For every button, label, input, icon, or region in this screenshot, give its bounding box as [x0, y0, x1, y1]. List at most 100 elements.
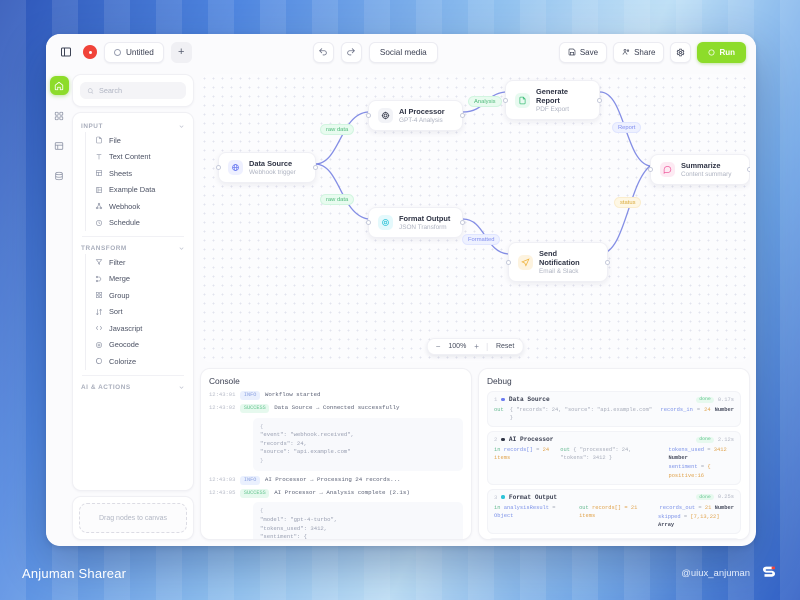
record-icon[interactable] — [83, 45, 97, 59]
top-bar: Untitled + Social media Save Share — [46, 34, 756, 70]
node-port-out[interactable] — [460, 113, 465, 118]
debug-step-name: Format Output — [508, 493, 558, 501]
debug-step-dot — [501, 437, 505, 442]
node-item-text-content[interactable]: Text Content — [88, 149, 186, 166]
node-port-out[interactable] — [747, 167, 750, 172]
debug-step-format-output[interactable]: 3 Format Output done 0.25s in analysisRe… — [487, 488, 741, 534]
node-subtitle: JSON Transform — [399, 224, 447, 231]
node-item-label: Merge — [109, 274, 130, 284]
node-port-in[interactable] — [506, 259, 511, 265]
node-item-example-data[interactable]: Example Data — [88, 182, 186, 199]
rail-item-database[interactable] — [50, 166, 69, 185]
canvas-node-ai-processor[interactable]: AI Processor GPT-4 Analysis — [366, 100, 465, 131]
debug-var-value: 21 — [704, 504, 712, 511]
group-header-ai-actions[interactable]: AI & ACTIONS — [80, 381, 186, 393]
node-item-file[interactable]: File — [88, 132, 186, 149]
node-item-webhook[interactable]: Webhook — [88, 198, 186, 215]
left-panel: INPUT File Text Content Sheets — [72, 70, 200, 546]
node-item-sheets[interactable]: Sheets — [88, 165, 186, 182]
canvas-node-summarize[interactable]: Summarize Content summary — [648, 154, 750, 185]
node-item-filter[interactable]: Filter — [88, 254, 186, 271]
run-button[interactable]: Run — [697, 41, 746, 63]
gear-icon[interactable] — [670, 41, 692, 63]
json-line: "source": "api.example.com" — [260, 448, 351, 456]
save-label: Save — [579, 47, 599, 57]
sheets-icon — [96, 170, 102, 177]
zoom-reset-button[interactable]: Reset — [495, 343, 515, 350]
node-port-in[interactable] — [366, 220, 371, 225]
chevron-down-icon — [179, 385, 184, 389]
group-header-transform[interactable]: TRANSFORM — [80, 242, 186, 254]
node-port-in[interactable] — [366, 113, 371, 118]
debug-var-name: records_in — [660, 407, 693, 413]
node-title: Data Source — [249, 159, 293, 168]
debug-in-value: 24 items — [494, 447, 550, 462]
debug-step-ai-processor[interactable]: 2 AI Processor done 2.12s in records[] — [487, 431, 741, 485]
debug-step-send-notification[interactable]: 4 Send Notification DONE ⌄ — [487, 537, 741, 539]
log-level-badge: SUCCESS — [240, 404, 270, 413]
node-subtitle: PDF Export — [536, 106, 570, 113]
node-item-geocode[interactable]: Geocode — [88, 337, 186, 354]
rail-item-layout[interactable] — [50, 136, 69, 155]
node-item-label: Example Data — [109, 185, 156, 195]
group-header-input[interactable]: INPUT — [80, 120, 186, 132]
canvas-node-data-source[interactable]: Data Source Webhook trigger — [216, 152, 318, 183]
log-level-badge: SUCCESS — [240, 489, 270, 498]
debug-var-type: Number — [668, 455, 688, 462]
canvas-node-generate-report[interactable]: Generate Report PDF Export — [503, 80, 602, 120]
canvas-dropzone[interactable]: Drag nodes to canvas — [79, 503, 187, 533]
debug-step-dot — [501, 495, 505, 499]
search-icon — [87, 87, 94, 94]
node-item-sort[interactable]: Sort — [88, 304, 186, 321]
redo-icon[interactable] — [340, 41, 362, 63]
node-item-label: Webhook — [109, 201, 141, 211]
canvas-node-send-notification[interactable]: Send Notification Email & Slack — [506, 242, 610, 282]
share-button[interactable]: Share — [613, 41, 665, 63]
node-item-label: Sheets — [109, 168, 133, 178]
node-item-schedule[interactable]: Schedule — [88, 215, 186, 232]
group-title-input: INPUT — [81, 123, 103, 130]
json-line: { — [260, 422, 264, 430]
json-line: { — [260, 507, 264, 515]
save-button[interactable]: Save — [558, 41, 608, 63]
node-subtitle: Email & Slack — [539, 268, 579, 275]
undo-icon[interactable] — [312, 41, 334, 63]
log-timestamp: 12:43:03 — [209, 475, 236, 483]
node-port-out[interactable] — [605, 259, 610, 265]
node-port-in[interactable] — [648, 167, 653, 172]
canvas-node-format-output[interactable]: Format Output JSON Transform — [366, 207, 465, 238]
debug-step-name: AI Processor — [508, 436, 554, 444]
add-tab-button[interactable]: + — [170, 41, 192, 63]
tab-untitled[interactable]: Untitled — [104, 41, 164, 63]
node-item-javascript[interactable]: Javascript — [88, 320, 186, 337]
rail-item-grid[interactable] — [50, 106, 69, 125]
console-title: Console — [209, 376, 240, 386]
search-input[interactable] — [98, 86, 179, 95]
zoom-in-button[interactable]: + — [474, 342, 479, 351]
right-content: Data Source Webhook trigger AI Processor… — [200, 70, 756, 546]
debug-in-value: Object — [494, 512, 514, 519]
node-item-group[interactable]: Group — [88, 287, 186, 304]
node-port-out[interactable] — [460, 220, 465, 225]
node-item-colorize[interactable]: Colorize — [88, 353, 186, 370]
document-name[interactable]: Social media — [368, 41, 438, 63]
node-port-in[interactable] — [503, 97, 508, 103]
node-item-merge[interactable]: Merge — [88, 271, 186, 288]
node-port-out[interactable] — [597, 97, 602, 103]
node-port-in[interactable] — [216, 165, 221, 170]
bottom-panels: Console 12:43:01 INFO Workflow started 1… — [200, 368, 750, 540]
zoom-level: 100% — [448, 343, 467, 350]
debug-step-header: 2 AI Processor done 2.12s — [494, 436, 734, 443]
workflow-canvas[interactable]: Data Source Webhook trigger AI Processor… — [200, 74, 750, 362]
rail-item-home[interactable] — [49, 76, 69, 95]
zoom-out-button[interactable]: − — [435, 342, 441, 351]
node-port-out[interactable] — [313, 165, 318, 170]
debug-var-name: records_out — [659, 504, 696, 511]
debug-step-data-source[interactable]: 1 Data Source done 0.17s out { "records"… — [487, 391, 741, 428]
debug-step-time: 2.12s — [717, 436, 734, 443]
debug-step-dot — [501, 397, 505, 402]
log-message: Workflow started — [264, 391, 321, 398]
panel-toggle-icon[interactable] — [56, 42, 76, 62]
debug-step-body: out { "records": 24, "source": "api.exam… — [494, 406, 734, 422]
search-box[interactable] — [80, 82, 186, 99]
